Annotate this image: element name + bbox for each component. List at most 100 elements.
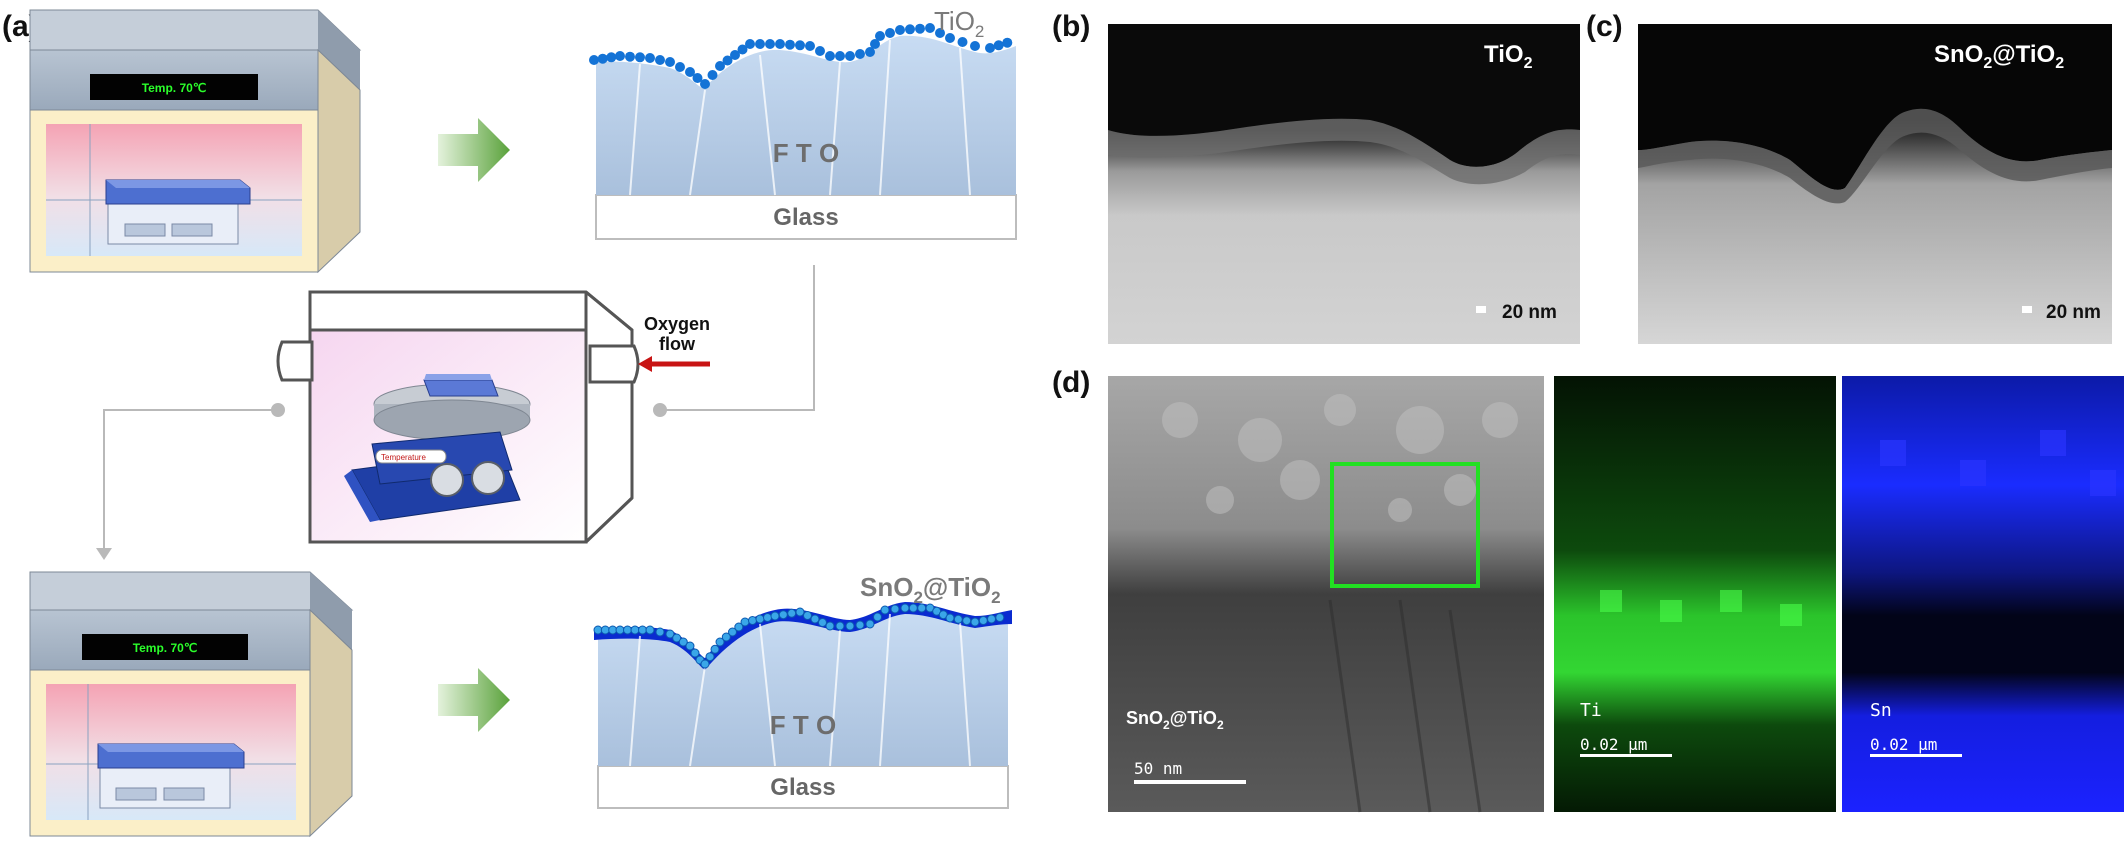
- nanoparticle-dot: [978, 616, 988, 625]
- temp-display-top: [90, 74, 258, 100]
- oxygen-label-line2: flow: [659, 334, 696, 354]
- nanoparticle-dot: [855, 49, 865, 59]
- nanoparticle-dot: [665, 629, 675, 639]
- nanoparticle-dot: [638, 625, 647, 635]
- nanoparticle-dot: [818, 618, 827, 627]
- sn-scale-bar: [1870, 754, 1962, 757]
- selection-box: [1330, 462, 1480, 588]
- nanoparticle-dot: [730, 50, 740, 60]
- tio2-nanoparticles-bottom: [593, 603, 1005, 669]
- process-arrow-top: [438, 118, 510, 182]
- nanoparticle-dot: [905, 24, 915, 35]
- nanoparticle-dot: [740, 617, 750, 627]
- nanoparticle-dot: [721, 632, 731, 642]
- nanoparticle-dot: [734, 622, 744, 632]
- nanoparticle-dot: [900, 603, 910, 613]
- nanoparticle-dot: [705, 652, 715, 662]
- sno2-tio2-image-label: SnO2@TiO2: [1934, 41, 2064, 72]
- nanoparticle-dot: [962, 616, 972, 626]
- nanoparticle-dot: [685, 641, 695, 651]
- nanoparticle-dot: [678, 637, 688, 647]
- nanoparticle-dot: [763, 613, 772, 622]
- ti-scale-text: 0.02 μm: [1580, 735, 1647, 754]
- sn-scale-text: 0.02 μm: [1870, 735, 1937, 754]
- nanoparticle-dot: [995, 613, 1005, 622]
- nanoparticle-dot: [600, 625, 610, 635]
- nanoparticle-dot: [710, 644, 720, 654]
- nanoparticle-dot: [685, 67, 695, 77]
- scale-bar-b: [1476, 306, 1486, 313]
- glass-label-top: Glass: [773, 204, 838, 231]
- nanoparticle-dot: [692, 73, 703, 83]
- nanoparticle-dot: [785, 39, 795, 50]
- nanoparticle-dot: [728, 627, 737, 637]
- panel-label-b: (b): [1052, 10, 1090, 43]
- nanoparticle-dot: [795, 40, 805, 51]
- nanoparticle-dot: [957, 37, 968, 47]
- nanoparticle-dot: [765, 39, 775, 49]
- nanoparticle-dot: [597, 53, 608, 64]
- hotplate-label: Temperature: [381, 453, 426, 462]
- panel-label-d: (d): [1052, 366, 1090, 399]
- temp-display-bottom-text: Temp. 70℃: [133, 641, 198, 655]
- nanoparticle-dot: [875, 31, 885, 41]
- nanoparticle-dot: [623, 625, 632, 635]
- nanoparticle-dot: [775, 39, 785, 49]
- temp-display-bottom: [82, 634, 248, 660]
- nanoparticle-dot: [805, 41, 815, 51]
- nanoparticle-dot: [873, 612, 882, 622]
- scale-text-d: 50 nm: [1134, 759, 1182, 778]
- nanoparticle-dot: [635, 52, 645, 63]
- nanoparticle-dot: [810, 614, 820, 624]
- nanoparticle-dot: [715, 637, 725, 647]
- nanoparticle-dot: [787, 608, 797, 618]
- nanoparticle-dot: [845, 621, 855, 631]
- nanoparticle-dot: [700, 79, 710, 89]
- eds-map-ti: Ti 0.02 μm: [1554, 376, 1836, 812]
- nanoparticle-dot: [615, 51, 625, 61]
- nanoparticle-dot: [1002, 37, 1013, 48]
- nanoparticle-dot: [987, 614, 996, 624]
- tio2-layer-label: TiO2: [934, 6, 984, 41]
- nanoparticle-dot: [737, 44, 748, 55]
- nanoparticle-dot: [665, 57, 675, 67]
- nanoparticle-dot: [672, 633, 682, 643]
- nanoparticle-dot: [993, 40, 1004, 51]
- nanoparticle-dot: [935, 28, 945, 38]
- ti-scale-bar: [1580, 754, 1672, 757]
- nanoparticle-dot: [825, 621, 835, 631]
- nanoparticle-dot: [870, 39, 880, 49]
- tem-image: SnO2@TiO2 50 nm: [1108, 376, 1544, 813]
- sem-image-tio2: TiO2 20 nm: [1108, 24, 1580, 344]
- nanoparticle-dot: [778, 610, 788, 620]
- nanoparticle-dot: [589, 55, 599, 65]
- nanoparticle-dot: [890, 604, 900, 614]
- nanoparticle-dot: [630, 625, 640, 635]
- scale-bar-c: [2022, 306, 2032, 313]
- nanoparticle-dot: [645, 625, 655, 635]
- nanoparticle-dot: [803, 611, 812, 620]
- glass-label-bottom: Glass: [770, 774, 835, 801]
- nanoparticle-dot: [925, 23, 935, 33]
- sn-label: Sn: [1870, 700, 1892, 721]
- nanoparticle-dot: [885, 28, 895, 38]
- eds-map-sn: Sn 0.02 μm: [1842, 376, 2124, 812]
- nanoparticle-dot: [845, 51, 855, 61]
- oxygen-flow-arrow: [638, 356, 710, 372]
- nanoparticle-dot: [945, 33, 955, 43]
- nanoparticle-dot: [715, 61, 725, 71]
- temp-display-top-text: Temp. 70℃: [142, 81, 207, 95]
- nanoparticle-dot: [645, 53, 655, 63]
- scale-bar-d: [1134, 780, 1246, 784]
- ti-label: Ti: [1580, 700, 1602, 721]
- nanoparticle-dot: [690, 648, 700, 658]
- nanoparticle-dot: [606, 52, 617, 63]
- oven-bottom: Temp. 70℃: [29, 571, 354, 838]
- nanoparticle-dot: [625, 51, 635, 62]
- nanoparticle-dot: [835, 621, 845, 631]
- hotplate-stirrer: Temperature: [344, 374, 531, 522]
- nanoparticle-dot: [675, 62, 685, 72]
- nanoparticle-dot: [865, 47, 875, 57]
- nanoparticle-dot: [945, 613, 955, 623]
- fto-label-top: F T O: [773, 138, 839, 168]
